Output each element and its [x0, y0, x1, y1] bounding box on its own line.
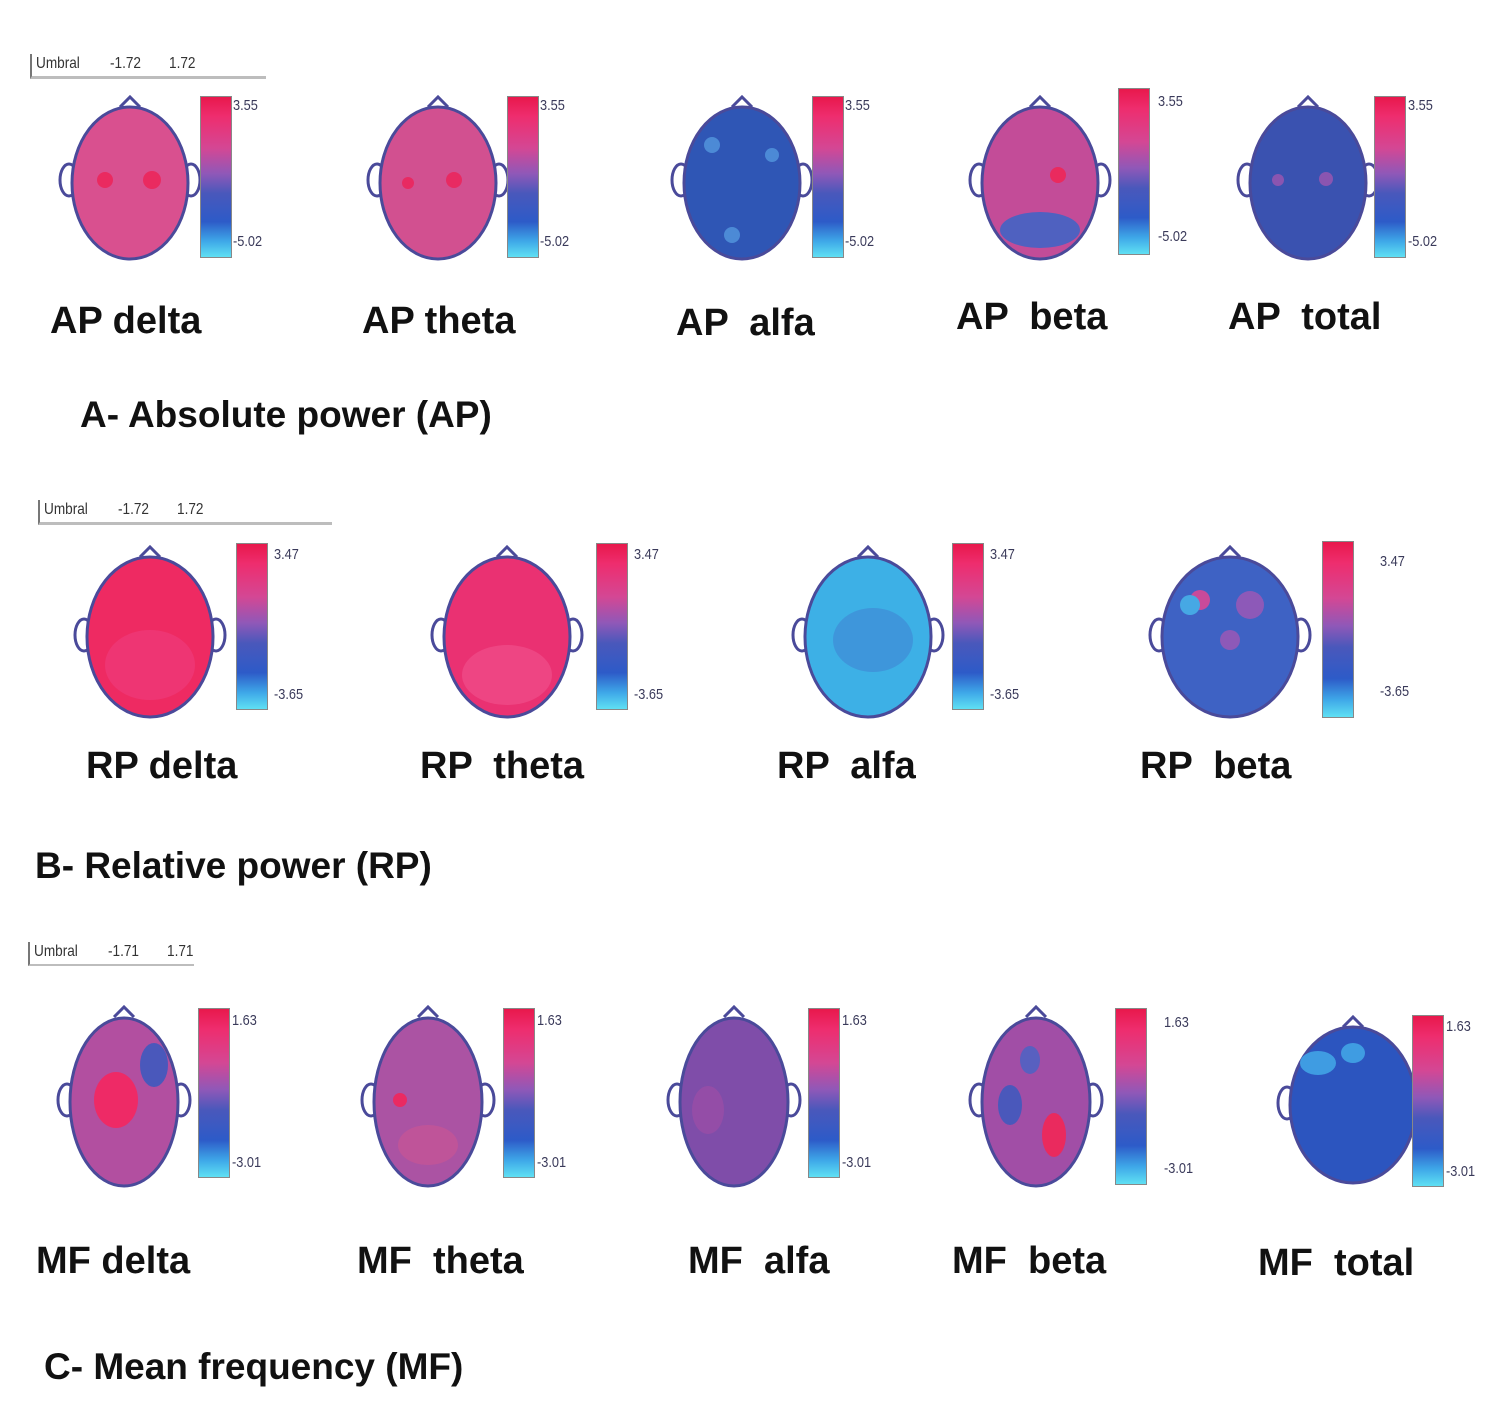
- colorbar-max: 1.63: [537, 1012, 562, 1029]
- colorbar: [596, 543, 628, 710]
- colorbar-max: 3.47: [274, 546, 299, 563]
- map-label: MF total: [1258, 1242, 1415, 1284]
- colorbar-max: 3.47: [634, 546, 659, 563]
- colorbar: [198, 1008, 230, 1178]
- colorbar-min: -3.65: [634, 686, 664, 703]
- threshold-high: 1.71: [166, 943, 194, 960]
- threshold-label: Umbral: [36, 55, 80, 72]
- threshold-box: Umbral -1.72 1.72: [38, 500, 332, 525]
- topomap-rp-beta: [1148, 544, 1312, 725]
- colorbar-max: 3.47: [1380, 553, 1405, 570]
- colorbar: [812, 96, 844, 258]
- topomap-ap-delta: [58, 94, 202, 265]
- colorbar-max: 3.55: [845, 97, 870, 114]
- colorbar: [1374, 96, 1406, 258]
- colorbar-min: -3.65: [990, 686, 1020, 703]
- colorbar: [200, 96, 232, 258]
- head-map: [670, 94, 814, 261]
- colorbar-max: 1.63: [842, 1012, 867, 1029]
- map-label: AP total: [1228, 296, 1382, 338]
- colorbar-min: -3.01: [842, 1154, 872, 1171]
- colorbar-min: -3.01: [537, 1154, 567, 1171]
- head-map: [1236, 94, 1380, 261]
- colorbar-min: -5.02: [1408, 233, 1438, 250]
- colorbar-min: -5.02: [845, 233, 875, 250]
- topomap-mf-beta: [968, 1004, 1104, 1190]
- colorbar-min: -5.02: [233, 233, 263, 250]
- map-label: RP delta: [86, 745, 238, 787]
- colorbar-max: 3.55: [233, 97, 258, 114]
- colorbar-min: -5.02: [1158, 228, 1188, 245]
- head-map: [58, 94, 202, 261]
- topomap-ap-beta: [968, 94, 1112, 265]
- head-map: [791, 544, 945, 719]
- section-title: A- Absolute power (AP): [80, 394, 492, 435]
- map-label: RP theta: [420, 745, 585, 787]
- map-label: RP beta: [1140, 745, 1292, 787]
- colorbar-min: -3.01: [1164, 1160, 1194, 1177]
- colorbar-max: 3.55: [1158, 93, 1183, 110]
- section-title: B- Relative power (RP): [35, 845, 432, 886]
- topomap-mf-total: [1276, 1014, 1430, 1190]
- topomap-rp-theta: [430, 544, 584, 725]
- colorbar-min: -3.01: [1446, 1163, 1476, 1180]
- head-map: [1276, 1014, 1430, 1185]
- colorbar: [952, 543, 984, 710]
- map-label: MF delta: [36, 1240, 191, 1282]
- head-map: [360, 1004, 496, 1188]
- colorbar-min: -3.01: [232, 1154, 262, 1171]
- colorbar-max: 1.63: [1164, 1014, 1189, 1031]
- threshold-low: -1.71: [108, 943, 140, 960]
- colorbar: [1322, 541, 1354, 718]
- map-label: MF alfa: [688, 1240, 830, 1282]
- map-label: AP delta: [50, 300, 202, 342]
- colorbar-max: 3.55: [540, 97, 565, 114]
- colorbar: [236, 543, 268, 710]
- threshold-low: -1.72: [110, 55, 142, 72]
- colorbar-max: 1.63: [232, 1012, 257, 1029]
- section-title: C- Mean frequency (MF): [44, 1346, 464, 1387]
- map-label: AP theta: [362, 300, 516, 342]
- head-map: [366, 94, 510, 261]
- map-label: AP alfa: [676, 302, 815, 344]
- head-map: [73, 544, 227, 719]
- topomap-mf-theta: [360, 1004, 496, 1190]
- topomap-rp-delta: [73, 544, 227, 725]
- threshold-low: -1.72: [118, 501, 150, 518]
- threshold-box: Umbral -1.71 1.71: [28, 942, 194, 966]
- map-label: AP beta: [956, 296, 1108, 338]
- map-label: MF beta: [952, 1240, 1107, 1282]
- colorbar-min: -5.02: [540, 233, 570, 250]
- colorbar-max: 3.47: [990, 546, 1015, 563]
- map-label: MF theta: [357, 1240, 524, 1282]
- threshold-label: Umbral: [44, 501, 88, 518]
- topomap-mf-alfa: [666, 1004, 802, 1190]
- colorbar: [1118, 88, 1150, 255]
- head-map: [430, 544, 584, 719]
- topomap-ap-alfa: [670, 94, 814, 265]
- threshold-high: 1.72: [168, 55, 196, 72]
- head-map: [1148, 544, 1312, 719]
- colorbar: [503, 1008, 535, 1178]
- head-map: [666, 1004, 802, 1188]
- colorbar: [1412, 1015, 1444, 1187]
- head-map: [968, 94, 1112, 261]
- colorbar-max: 1.63: [1446, 1018, 1471, 1035]
- head-map: [56, 1004, 192, 1188]
- topomap-rp-alfa: [791, 544, 945, 725]
- threshold-label: Umbral: [34, 943, 78, 960]
- colorbar: [1115, 1008, 1147, 1185]
- colorbar: [507, 96, 539, 258]
- threshold-box: Umbral -1.72 1.72: [30, 54, 266, 79]
- colorbar-max: 3.55: [1408, 97, 1433, 114]
- map-label: RP alfa: [777, 745, 916, 787]
- colorbar-min: -3.65: [1380, 683, 1410, 700]
- topomap-ap-total: [1236, 94, 1380, 265]
- topomap-ap-theta: [366, 94, 510, 265]
- colorbar-min: -3.65: [274, 686, 304, 703]
- threshold-high: 1.72: [176, 501, 204, 518]
- colorbar: [808, 1008, 840, 1178]
- topomap-mf-delta: [56, 1004, 192, 1190]
- head-map: [968, 1004, 1104, 1188]
